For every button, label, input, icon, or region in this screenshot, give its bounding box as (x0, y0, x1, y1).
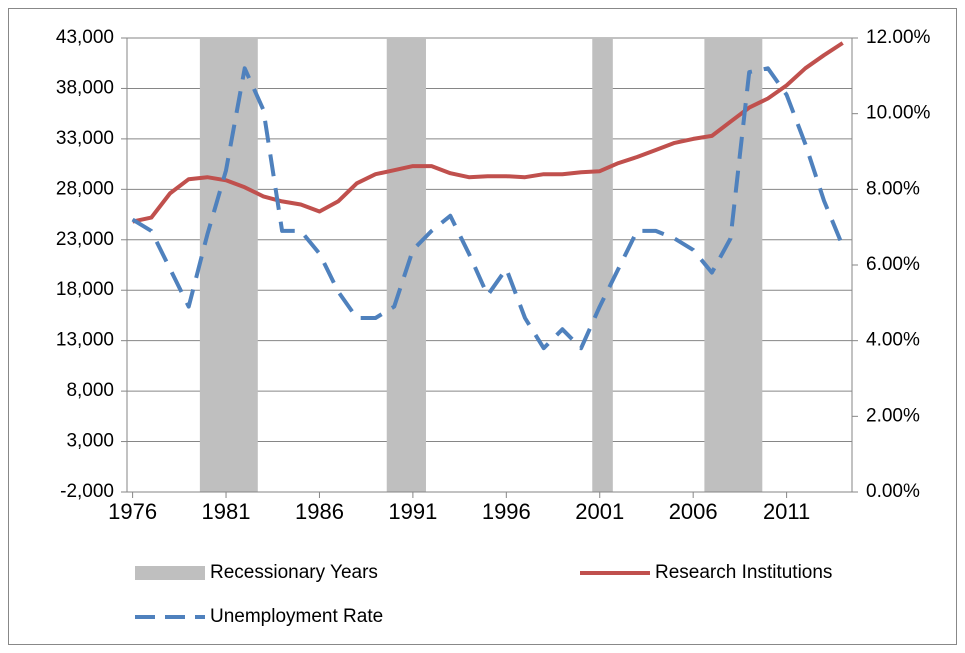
x-tick-label: 1991 (388, 499, 437, 524)
y-tick-label: 18,000 (56, 279, 114, 300)
y2-tick-label: 6.00% (866, 254, 920, 275)
x-tick-label: 2001 (575, 499, 624, 524)
y2-tick-label: 4.00% (866, 330, 920, 351)
recession-band (592, 38, 613, 492)
y2-tick-label: 8.00% (866, 178, 920, 199)
y2-tick-label: 12.00% (866, 27, 931, 48)
y-tick-label: 13,000 (56, 330, 114, 351)
x-tick-label: 1981 (202, 499, 251, 524)
y-tick-label: 3,000 (66, 431, 114, 452)
recession-band (199, 38, 258, 492)
legend-label: Recessionary Years (210, 562, 378, 583)
y-tick-label: 38,000 (56, 77, 114, 98)
chart-border (8, 8, 957, 645)
legend-swatch (135, 566, 205, 580)
series-line (131, 66, 845, 351)
y-tick-label: 43,000 (56, 27, 114, 48)
x-tick-label: 1986 (295, 499, 344, 524)
y-tick-label: 8,000 (66, 380, 114, 401)
x-tick-label: 1976 (108, 499, 157, 524)
x-tick-label: 2011 (763, 499, 810, 524)
recession-band (704, 38, 763, 492)
plot-area: -2,000 3,000 8,000 13,000 18,000 23,000 28,000… (56, 27, 931, 524)
x-tick-label: 2006 (669, 499, 718, 524)
y-tick-label: 28,000 (56, 178, 114, 199)
legend-label: Research Institutions (655, 562, 832, 583)
x-tick-label: 1996 (482, 499, 531, 524)
y-tick-label: 33,000 (56, 128, 114, 149)
y-tick-label: -2,000 (60, 481, 114, 502)
series-line (132, 41, 844, 224)
y-tick-label: 23,000 (56, 229, 114, 250)
y2-tick-label: 10.00% (866, 103, 931, 124)
y2-tick-label: 2.00% (866, 405, 920, 426)
y2-tick-label: 0.00% (866, 481, 920, 502)
legend-label: Unemployment Rate (210, 606, 383, 627)
legend: Recessionary Years Research Institutions U… (135, 562, 832, 627)
